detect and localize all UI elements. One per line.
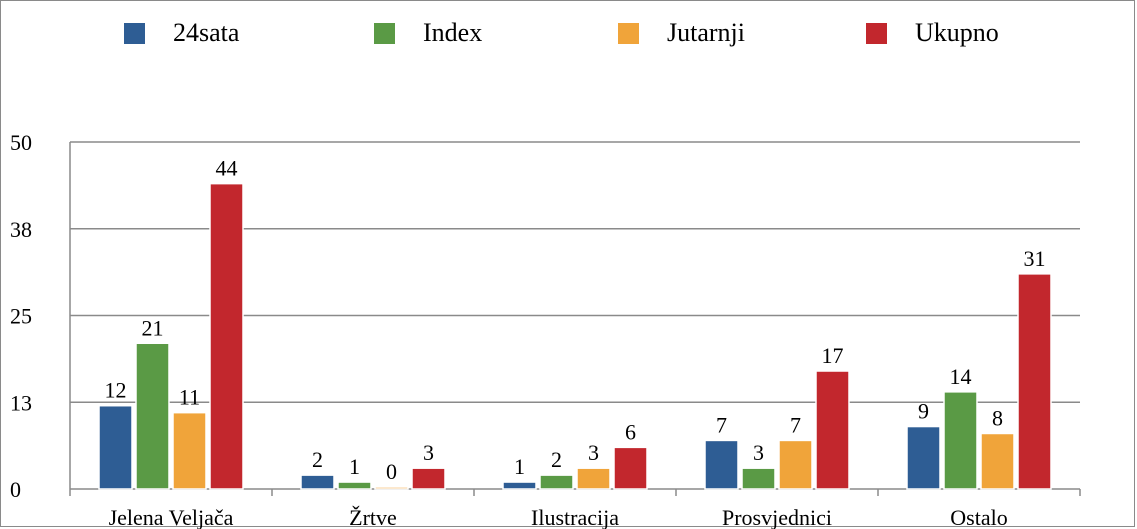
data-label-ukupno-ilustracija: 6 [625,419,636,444]
data-label-24sata-jelena-veljaca: 12 [105,378,127,403]
bar-jutarnji-ostalo [980,432,1015,490]
data-label-index-jelena-veljaca: 21 [142,315,164,340]
legend-swatch-24sata [124,22,145,44]
data-label-index-prosvjednici: 3 [753,440,764,465]
y-tick-label: 0 [10,477,21,502]
data-label-24sata-ostalo: 9 [918,399,929,424]
legend-swatch-jutarnji [618,22,639,44]
bar-index-ilustracija [539,474,574,490]
legend-item-ukupno: Ukupno [866,18,999,48]
bar-24sata-ilustracija [502,481,537,490]
bar-ukupno-jelena-veljaca [209,182,244,490]
bar-ukupno-ostalo [1017,273,1052,490]
legend-item-24sata: 24sata [124,18,239,48]
bar-jutarnji-ilustracija [576,467,611,490]
data-label-jutarnji-ilustracija: 3 [588,440,599,465]
bar-ukupno-ilustracija [613,446,648,490]
legend-item-jutarnji: Jutarnji [618,18,745,48]
bar-index-prosvjednici [741,467,776,490]
data-label-ukupno-zrtve: 3 [423,440,434,465]
legend-label-24sata: 24sata [173,18,240,47]
data-label-index-ostalo: 14 [950,364,972,389]
x-tick-label-jelena-veljaca: Jelena Veljača [109,505,234,529]
data-label-ukupno-ostalo: 31 [1024,246,1046,271]
x-tick-label-ilustracija: Ilustracija [531,505,619,529]
bar-index-zrtve [337,481,372,490]
y-tick-label: 50 [10,130,32,155]
y-tick-label: 38 [10,217,32,242]
x-tick-label-ostalo: Ostalo [950,505,1007,529]
bar-jutarnji-prosvjednici [778,439,813,490]
data-label-jutarnji-zrtve: 0 [386,459,397,484]
x-tick-label-prosvjednici: Prosvjednici [722,505,832,529]
data-label-24sata-prosvjednici: 7 [716,412,727,437]
bar-ukupno-prosvjednici [815,370,850,490]
legend-label-jutarnji: Jutarnji [667,18,745,47]
bar-jutarnji-zrtve [374,486,409,490]
y-tick-label: 13 [10,390,32,415]
data-label-ukupno-jelena-veljaca: 44 [216,156,238,181]
data-label-jutarnji-prosvjednici: 7 [790,412,801,437]
legend-item-index: Index [374,18,482,48]
bar-index-ostalo [943,391,978,490]
bar-index-jelena-veljaca [135,342,170,490]
bar-24sata-zrtve [300,474,335,490]
bar-ukupno-zrtve [411,467,446,490]
bars [98,182,1052,490]
y-tick-label: 25 [10,304,32,329]
data-label-24sata-ilustracija: 1 [514,454,525,479]
legend-label-index: Index [423,18,483,47]
x-tick-label-zrtve: Žrtve [349,505,397,529]
legend-label-ukupno: Ukupno [915,18,999,47]
data-label-ukupno-prosvjednici: 17 [822,343,844,368]
legend-swatch-index [374,22,395,44]
data-label-index-ilustracija: 2 [551,447,562,472]
bar-jutarnji-jelena-veljaca [172,411,207,490]
data-label-jutarnji-ostalo: 8 [992,405,1003,430]
bar-24sata-ostalo [906,425,941,490]
bar-24sata-jelena-veljaca [98,404,133,490]
data-label-index-zrtve: 1 [349,454,360,479]
data-label-jutarnji-jelena-veljaca: 11 [179,385,200,410]
data-label-24sata-zrtve: 2 [312,447,323,472]
bar-24sata-prosvjednici [704,439,739,490]
legend-swatch-ukupno [866,22,887,44]
